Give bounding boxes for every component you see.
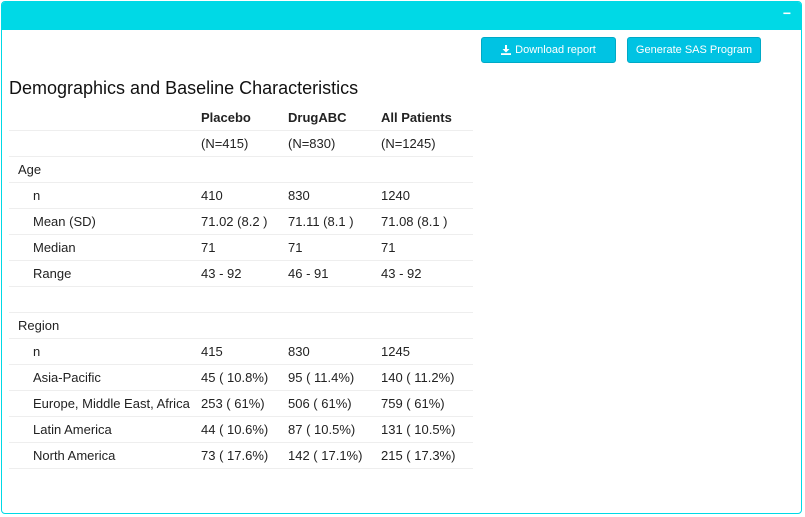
row-label: Asia-Pacific [9, 364, 201, 391]
report-title: Demographics and Baseline Characteristic… [9, 78, 359, 98]
row-value: 71 [201, 234, 288, 261]
row-label: n [9, 182, 201, 209]
table-row: Mean (SD) 71.02 (8.2 ) 71.11 (8.1 ) 71.08 (… [9, 208, 473, 235]
row-value: 215 ( 17.3%) [381, 442, 473, 469]
table-row: n 410 830 1240 [9, 182, 473, 209]
section-empty-cell [381, 312, 473, 339]
row-value: 45 ( 10.8%) [201, 364, 288, 391]
row-label: Range [9, 260, 201, 287]
row-value: 43 - 92 [381, 260, 473, 287]
row-label: Median [9, 234, 201, 261]
row-label: Mean (SD) [9, 208, 201, 235]
row-value: 415 [201, 338, 288, 365]
header-blank [9, 105, 201, 131]
generate-sas-program-button[interactable]: Generate SAS Program [627, 37, 761, 63]
download-icon [501, 45, 512, 55]
row-value: 71 [288, 234, 381, 261]
row-label: North America [9, 442, 201, 469]
row-label: n [9, 338, 201, 365]
section-empty-cell [381, 156, 473, 183]
row-label: Latin America [9, 416, 201, 443]
column-header-drugabc: DrugABC [288, 105, 381, 131]
row-value: 1245 [381, 338, 473, 365]
n-count-row: (N=415) (N=830) (N=1245) [9, 130, 473, 157]
spacer-cell [288, 286, 381, 313]
demographics-table: Placebo DrugABC All Patients (N=415) (N=… [9, 105, 473, 469]
column-header-placebo: Placebo [201, 105, 288, 131]
row-label: Europe, Middle East, Africa [9, 390, 201, 417]
n-count-drugabc: (N=830) [288, 130, 381, 157]
generate-sas-program-label: Generate SAS Program [635, 44, 753, 56]
row-value: 43 - 92 [201, 260, 288, 287]
table-row: Asia-Pacific 45 ( 10.8%) 95 ( 11.4%) 140 ( … [9, 364, 473, 391]
table-row: Europe, Middle East, Africa 253 ( 61%) 506… [9, 390, 473, 417]
table-body: (N=415) (N=830) (N=1245) Age n 410 830 1240 M… [9, 130, 473, 469]
table-row: Latin America 44 ( 10.6%) 87 ( 10.5%) 131 (… [9, 416, 473, 443]
row-value: 46 - 91 [288, 260, 381, 287]
table-header-row: Placebo DrugABC All Patients [9, 105, 473, 131]
row-value: 71.11 (8.1 ) [288, 208, 381, 235]
table-row: Range 43 - 92 46 - 91 43 - 92 [9, 260, 473, 287]
row-value: 44 ( 10.6%) [201, 416, 288, 443]
section-empty-cell [288, 312, 381, 339]
collapse-button[interactable]: − [782, 5, 791, 21]
row-value: 142 ( 17.1%) [288, 442, 381, 469]
row-value: 87 ( 10.5%) [288, 416, 381, 443]
download-report-label: Download report [515, 44, 596, 56]
row-value: 95 ( 11.4%) [288, 364, 381, 391]
row-value: 253 ( 61%) [201, 390, 288, 417]
row-value: 410 [201, 182, 288, 209]
n-count-blank [9, 130, 201, 157]
section-empty-cell [201, 312, 288, 339]
row-value: 71.08 (8.1 ) [381, 208, 473, 235]
spacer-cell [201, 286, 288, 313]
section-empty-cell [288, 156, 381, 183]
spacer-cell [9, 286, 201, 313]
table-row: North America 73 ( 17.6%) 142 ( 17.1%) 215 … [9, 442, 473, 469]
row-value: 830 [288, 338, 381, 365]
section-label: Age [9, 156, 201, 183]
table-row: n 415 830 1245 [9, 338, 473, 365]
row-value: 73 ( 17.6%) [201, 442, 288, 469]
row-value: 71.02 (8.2 ) [201, 208, 288, 235]
row-value: 506 ( 61%) [288, 390, 381, 417]
panel-header: − [2, 2, 801, 30]
download-report-button[interactable]: Download report [481, 37, 616, 63]
row-value: 830 [288, 182, 381, 209]
spacer-row [9, 286, 473, 313]
row-value: 1240 [381, 182, 473, 209]
row-value: 131 ( 10.5%) [381, 416, 473, 443]
row-value: 759 ( 61%) [381, 390, 473, 417]
n-count-all-patients: (N=1245) [381, 130, 473, 157]
n-count-placebo: (N=415) [201, 130, 288, 157]
column-header-all-patients: All Patients [381, 105, 473, 131]
section-label: Region [9, 312, 201, 339]
section-header-row: Age [9, 156, 473, 183]
section-empty-cell [201, 156, 288, 183]
section-header-row: Region [9, 312, 473, 339]
spacer-cell [381, 286, 473, 313]
row-value: 140 ( 11.2%) [381, 364, 473, 391]
table-row: Median 71 71 71 [9, 234, 473, 261]
row-value: 71 [381, 234, 473, 261]
